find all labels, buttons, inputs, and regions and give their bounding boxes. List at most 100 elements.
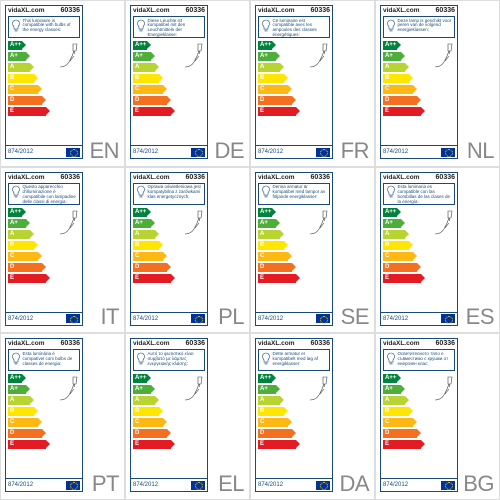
lamp-icon [185, 375, 205, 405]
energy-class-letter: D [385, 96, 389, 105]
lamp-icon [310, 375, 330, 405]
label-cell: vidaXL.com 60336 Esta luminaria es compa… [375, 167, 500, 334]
energy-class-letter: B [10, 74, 14, 83]
energy-bar-A: A [8, 396, 30, 405]
brand-row: vidaXL.com 60336 [131, 6, 207, 15]
energy-bar-row: C [133, 417, 205, 428]
energy-class-letter: E [10, 440, 14, 449]
eu-flag-icon [441, 314, 455, 323]
energy-class-letter: B [385, 407, 389, 416]
energy-bars: A++A+ABCDE [133, 373, 205, 451]
energy-bar-A+: A+ [383, 385, 401, 394]
energy-bar-row: B [8, 240, 80, 251]
regulation-row: 874/2012 [6, 312, 82, 325]
energy-class-letter: B [260, 241, 264, 250]
energy-bar-C: C [383, 252, 413, 261]
eu-flag-icon [191, 481, 205, 490]
compat-box: Deze lamp is geschikt voor peren van de … [383, 16, 455, 38]
energy-bar-C: C [383, 85, 413, 94]
compat-box: Dette armatur er kompatibelt med løg af … [258, 349, 330, 371]
energy-bar-row: C [8, 417, 80, 428]
energy-class-letter: A [260, 396, 264, 405]
energy-bar-D: D [383, 96, 417, 105]
eu-flag-icon [441, 481, 455, 490]
energy-label-card: vidaXL.com 60336 Diese Leuchte ist kompa… [130, 5, 208, 159]
lamp-icon [310, 42, 330, 72]
brand-row: vidaXL.com 60336 [381, 6, 457, 15]
energy-bar-A+: A+ [383, 219, 401, 228]
energy-bar-B: B [383, 74, 409, 83]
energy-class-letter: A++ [10, 208, 21, 217]
energy-class-letter: A [10, 63, 14, 72]
energy-class-letter: B [260, 74, 264, 83]
label-cell: vidaXL.com 60336 Oprawa oświetleniowa je… [125, 167, 250, 334]
energy-class-letter: E [260, 107, 264, 116]
regulation-row: 874/2012 [256, 145, 332, 158]
energy-bar-row: D [8, 95, 80, 106]
eu-flag-icon [191, 148, 205, 157]
energy-bar-A+: A+ [8, 219, 26, 228]
regulation-row: 874/2012 [381, 145, 457, 158]
sku-text: 60336 [436, 340, 455, 347]
bulb-icon [136, 352, 146, 366]
energy-bar-A++: A++ [8, 41, 22, 50]
eu-flag-icon [66, 148, 80, 157]
compat-box: Esta luminária é compatível com bulbs de… [8, 349, 80, 371]
lamp-icon [435, 42, 455, 72]
energy-bar-row: B [258, 240, 330, 251]
energy-class-letter: A++ [385, 208, 396, 217]
energy-bar-row: E [383, 106, 455, 117]
regulation-row: 874/2012 [381, 312, 457, 325]
energy-bar-row: E [258, 273, 330, 284]
sku-text: 60336 [186, 7, 205, 14]
brand-text: vidaXL.com [383, 174, 419, 181]
energy-bar-A++: A++ [258, 208, 272, 217]
energy-class-letter: D [260, 96, 264, 105]
energy-label-card: vidaXL.com 60336 Questo apparecchio d'il… [5, 172, 83, 326]
energy-class-letter: A++ [260, 208, 271, 217]
brand-text: vidaXL.com [8, 340, 44, 347]
brand-text: vidaXL.com [258, 174, 294, 181]
eu-flag-icon [316, 148, 330, 157]
energy-bars: A++A+ABCDE [258, 373, 330, 451]
eu-flag-icon [316, 314, 330, 323]
bulb-icon [386, 185, 396, 199]
energy-class-letter: B [135, 74, 139, 83]
label-cell: vidaXL.com 60336 Ce luminaire est compat… [250, 0, 375, 167]
energy-bar-B: B [133, 407, 159, 416]
energy-bar-E: E [133, 440, 171, 449]
energy-bars: A++A+ABCDE [8, 207, 80, 285]
compat-box: This luminaire is compatible with bulbs … [8, 16, 80, 38]
energy-bar-row: B [8, 406, 80, 417]
energy-bar-row: B [383, 406, 455, 417]
energy-class-letter: C [260, 252, 264, 261]
energy-bar-row: E [383, 439, 455, 450]
label-cell: vidaXL.com 60336 Diese Leuchte ist kompa… [125, 0, 250, 167]
energy-bar-D: D [258, 96, 292, 105]
eu-flag-icon [66, 481, 80, 490]
energy-bar-A: A [8, 230, 30, 239]
language-code: BG [463, 471, 494, 497]
compat-box: Questo apparecchio d'illuminazione è com… [8, 183, 80, 205]
energy-class-letter: A+ [135, 52, 143, 61]
label-cell: vidaXL.com 60336 Deze lamp is geschikt v… [375, 0, 500, 167]
compat-text: Осветителното тяло е съвместимо с крушки… [398, 352, 453, 367]
energy-bar-A: A [383, 396, 405, 405]
energy-class-letter: A+ [260, 219, 268, 228]
energy-bar-E: E [8, 107, 46, 116]
sku-text: 60336 [436, 7, 455, 14]
bulb-icon [261, 185, 271, 199]
energy-class-letter: E [135, 107, 139, 116]
energy-class-letter: C [135, 418, 139, 427]
energy-bar-B: B [258, 241, 284, 250]
eu-flag-icon [66, 314, 80, 323]
energy-bar-C: C [133, 85, 163, 94]
energy-bar-A+: A+ [133, 52, 151, 61]
energy-bars: A++A+ABCDE [8, 373, 80, 451]
energy-bar-B: B [8, 407, 34, 416]
energy-class-letter: D [260, 263, 264, 272]
energy-bar-A++: A++ [8, 208, 22, 217]
energy-bar-C: C [133, 252, 163, 261]
energy-bar-A: A [133, 230, 155, 239]
compat-text: Oprawa oświetleniowa jest kompatybilna z… [148, 185, 203, 200]
